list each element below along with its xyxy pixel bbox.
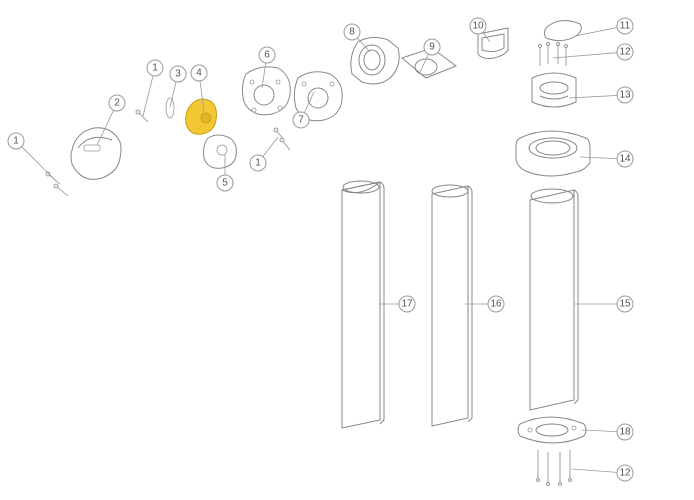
part-screws-1a — [46, 172, 68, 196]
callout-number: 6 — [264, 50, 270, 61]
callout-number: 7 — [298, 115, 304, 126]
exploded-diagram: 1213465718910111213141516171812 — [0, 0, 694, 500]
part-top-cap — [544, 20, 581, 40]
part-base-plate — [518, 417, 586, 443]
callout-leader — [553, 53, 617, 58]
callout-leader — [143, 76, 153, 116]
part-screws-12bottom — [537, 450, 572, 486]
part-button-cover — [204, 135, 237, 168]
callout-number: 11 — [620, 21, 631, 32]
callout-number: 15 — [619, 299, 631, 310]
callout-number: 1 — [13, 136, 19, 147]
callout-number: 13 — [619, 90, 631, 101]
callout-number: 5 — [222, 178, 228, 189]
callout-number: 18 — [619, 427, 631, 438]
callout-number: 16 — [490, 299, 502, 310]
callout-number: 1 — [255, 158, 261, 169]
callout-number: 8 — [349, 27, 355, 38]
part-holder-8 — [351, 37, 399, 84]
part-screws-1b — [136, 110, 148, 122]
part-highlighted-cam — [186, 99, 217, 134]
callout-number: 12 — [619, 47, 631, 58]
part-tube-17 — [342, 181, 384, 428]
part-screws-12top — [539, 43, 568, 67]
callout-number: 14 — [619, 154, 631, 165]
callout-number: 10 — [472, 21, 484, 32]
callout-leader — [582, 430, 617, 432]
part-insert-13 — [532, 73, 576, 107]
callout-number: 2 — [114, 98, 120, 109]
callout-leader — [572, 469, 617, 472]
part-pin-3 — [166, 98, 174, 118]
part-housing-6 — [242, 67, 290, 115]
callout-number: 1 — [152, 63, 158, 74]
part-front-cover — [71, 128, 121, 180]
callout-number: 4 — [196, 68, 202, 79]
part-tube-16 — [432, 185, 472, 426]
callout-number: 9 — [429, 42, 435, 53]
callout-leader — [22, 147, 56, 181]
part-tube-15 — [530, 189, 578, 410]
callout-number: 3 — [175, 69, 181, 80]
callout-number: 12 — [619, 468, 631, 479]
callout-number: 17 — [401, 299, 413, 310]
callout-leader — [263, 137, 278, 157]
part-collar-14 — [516, 131, 590, 176]
